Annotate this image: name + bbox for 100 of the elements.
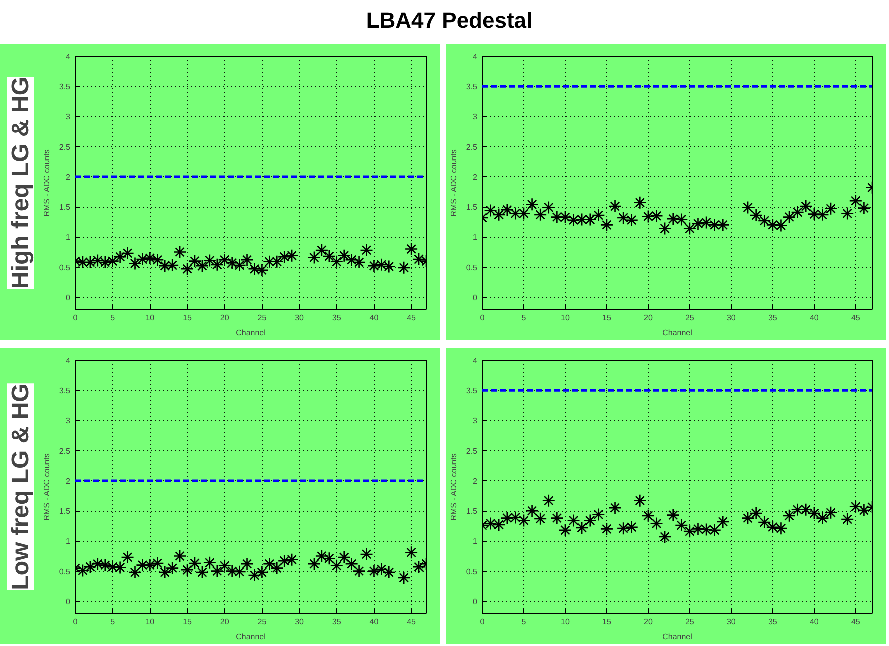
- y-tick-label: 1: [473, 233, 478, 242]
- x-tick-label: 25: [258, 618, 268, 626]
- point: [650, 517, 664, 530]
- y-axis-title: RMS - ADC counts: [449, 150, 458, 217]
- point: [799, 503, 813, 517]
- y-tick-label: 0.5: [466, 567, 478, 576]
- point: [741, 201, 755, 214]
- point: [248, 262, 262, 276]
- x-tick-label: 45: [851, 314, 861, 322]
- point: [345, 253, 358, 267]
- y-tick-label: 3: [473, 112, 478, 122]
- point: [550, 210, 564, 224]
- point: [330, 255, 344, 269]
- y-tick-label: 1: [473, 537, 478, 546]
- y-tick-label: 2: [66, 172, 72, 182]
- point: [248, 568, 262, 582]
- point: [608, 200, 622, 214]
- x-tick-label: 5: [110, 314, 116, 322]
- x-tick-label: 30: [295, 314, 305, 322]
- x-tick-label: 5: [522, 618, 527, 626]
- point: [412, 252, 426, 266]
- x-tick-label: 10: [561, 314, 570, 322]
- y-axis-title: RMS - ADC counts: [42, 454, 52, 521]
- point: [758, 516, 772, 530]
- y-tick-label: 3.5: [466, 386, 478, 396]
- y-tick-label: 3: [473, 416, 478, 426]
- point: [492, 208, 506, 222]
- point: [136, 558, 150, 572]
- y-tick-label: 2.5: [466, 142, 478, 152]
- point: [526, 504, 539, 518]
- y-axis-title: RMS - ADC counts: [42, 150, 52, 217]
- point: [128, 566, 142, 580]
- point: [708, 218, 722, 232]
- point: [683, 524, 697, 538]
- point: [824, 202, 838, 216]
- x-tick-label: 35: [768, 314, 778, 322]
- point: [840, 512, 854, 526]
- point: [750, 208, 763, 222]
- y-tick-label: 4: [473, 52, 478, 62]
- point: [397, 571, 411, 585]
- point: [642, 210, 656, 224]
- point: [188, 556, 202, 570]
- x-tick-label: 40: [370, 618, 380, 626]
- point: [188, 254, 202, 268]
- point: [816, 512, 830, 525]
- y-tick-label: 2.5: [59, 142, 72, 152]
- point: [666, 508, 680, 522]
- point: [180, 563, 194, 577]
- y-tick-label: 1.5: [59, 203, 72, 212]
- x-tick-label: 20: [644, 314, 654, 322]
- point: [492, 518, 506, 532]
- point: [382, 566, 396, 580]
- chart-title: LBA47 Pedestal: [366, 7, 533, 35]
- x-tick-label: 0: [480, 618, 486, 626]
- point: [322, 552, 336, 566]
- point: [550, 512, 564, 525]
- point: [352, 564, 366, 578]
- y-tick-label: 0.5: [59, 263, 72, 272]
- point: [774, 522, 788, 536]
- point: [263, 557, 276, 571]
- x-tick-label: 15: [183, 618, 193, 626]
- point: [210, 564, 224, 578]
- point: [263, 255, 276, 269]
- y-tick-label: 4: [66, 356, 72, 366]
- point: [151, 253, 164, 267]
- point: [233, 565, 246, 579]
- point: [315, 244, 329, 258]
- point: [233, 258, 246, 272]
- point: [308, 557, 322, 571]
- y-tick-label: 4: [473, 356, 478, 366]
- point: [692, 522, 705, 536]
- point: [675, 213, 688, 226]
- x-tick-label: 10: [146, 618, 156, 626]
- point: [360, 244, 374, 258]
- point: [352, 256, 366, 270]
- x-tick-label: 45: [407, 314, 417, 322]
- x-tick-label: 20: [220, 618, 230, 626]
- y-tick-label: 0: [473, 293, 478, 302]
- point: [121, 246, 134, 260]
- point: [575, 521, 589, 535]
- y-axis-title: RMS - ADC counts: [449, 454, 458, 521]
- point: [270, 255, 284, 269]
- x-tick-label: 25: [686, 314, 695, 322]
- point: [700, 216, 714, 230]
- point: [91, 557, 105, 571]
- x-tick-label: 35: [332, 618, 342, 626]
- text: High freq LG & HG: [8, 76, 34, 289]
- point: [782, 509, 796, 523]
- point: [600, 218, 614, 232]
- point: [158, 566, 172, 580]
- point: [791, 206, 804, 220]
- y-tick-label: 1: [66, 537, 72, 546]
- point: [708, 524, 722, 538]
- point: [858, 202, 871, 215]
- y-tick-label: 3.5: [466, 82, 478, 92]
- point: [616, 522, 630, 536]
- x-tick-label: 25: [258, 314, 268, 322]
- point: [412, 560, 426, 574]
- x-tick-label: 20: [220, 314, 230, 322]
- point: [500, 512, 514, 525]
